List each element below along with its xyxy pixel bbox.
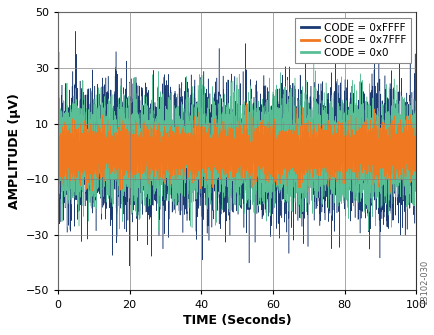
CODE = 0x7FFF	[130, 194, 135, 198]
Line: CODE = 0x0: CODE = 0x0	[58, 55, 415, 237]
CODE = 0xFFFF	[184, 190, 190, 194]
CODE = 0x7FFF	[283, 154, 288, 158]
CODE = 0x7FFF	[413, 158, 418, 162]
CODE = 0x7FFF	[73, 160, 79, 164]
Line: CODE = 0x7FFF: CODE = 0x7FFF	[58, 103, 415, 196]
CODE = 0xFFFF	[72, 29, 78, 33]
CODE = 0x0	[114, 234, 119, 239]
CODE = 0xFFFF	[320, 154, 326, 158]
CODE = 0xFFFF	[127, 264, 132, 268]
Y-axis label: AMPLITUDE (μV): AMPLITUDE (μV)	[8, 93, 21, 209]
CODE = 0xFFFF	[413, 131, 418, 135]
CODE = 0x0	[311, 53, 316, 57]
Text: 13102-030: 13102-030	[419, 260, 427, 305]
CODE = 0x0	[267, 134, 272, 138]
CODE = 0x7FFF	[339, 150, 345, 154]
CODE = 0x7FFF	[184, 143, 190, 147]
CODE = 0x0	[184, 188, 190, 192]
CODE = 0x7FFF	[243, 100, 249, 105]
Legend: CODE = 0xFFFF, CODE = 0x7FFF, CODE = 0x0: CODE = 0xFFFF, CODE = 0x7FFF, CODE = 0x0	[295, 17, 410, 63]
CODE = 0x7FFF	[267, 151, 272, 155]
CODE = 0x7FFF	[320, 152, 326, 156]
CODE = 0x0	[282, 125, 287, 129]
CODE = 0x0	[73, 164, 79, 168]
CODE = 0x7FFF	[55, 164, 60, 168]
CODE = 0x0	[55, 148, 60, 152]
CODE = 0xFFFF	[339, 118, 345, 122]
CODE = 0xFFFF	[55, 156, 60, 160]
X-axis label: TIME (Seconds): TIME (Seconds)	[182, 314, 291, 327]
CODE = 0xFFFF	[267, 147, 272, 151]
CODE = 0x0	[320, 134, 326, 138]
CODE = 0xFFFF	[283, 65, 288, 69]
CODE = 0xFFFF	[73, 150, 79, 154]
Line: CODE = 0xFFFF: CODE = 0xFFFF	[58, 31, 415, 266]
CODE = 0x0	[413, 151, 418, 155]
CODE = 0x0	[339, 160, 345, 164]
